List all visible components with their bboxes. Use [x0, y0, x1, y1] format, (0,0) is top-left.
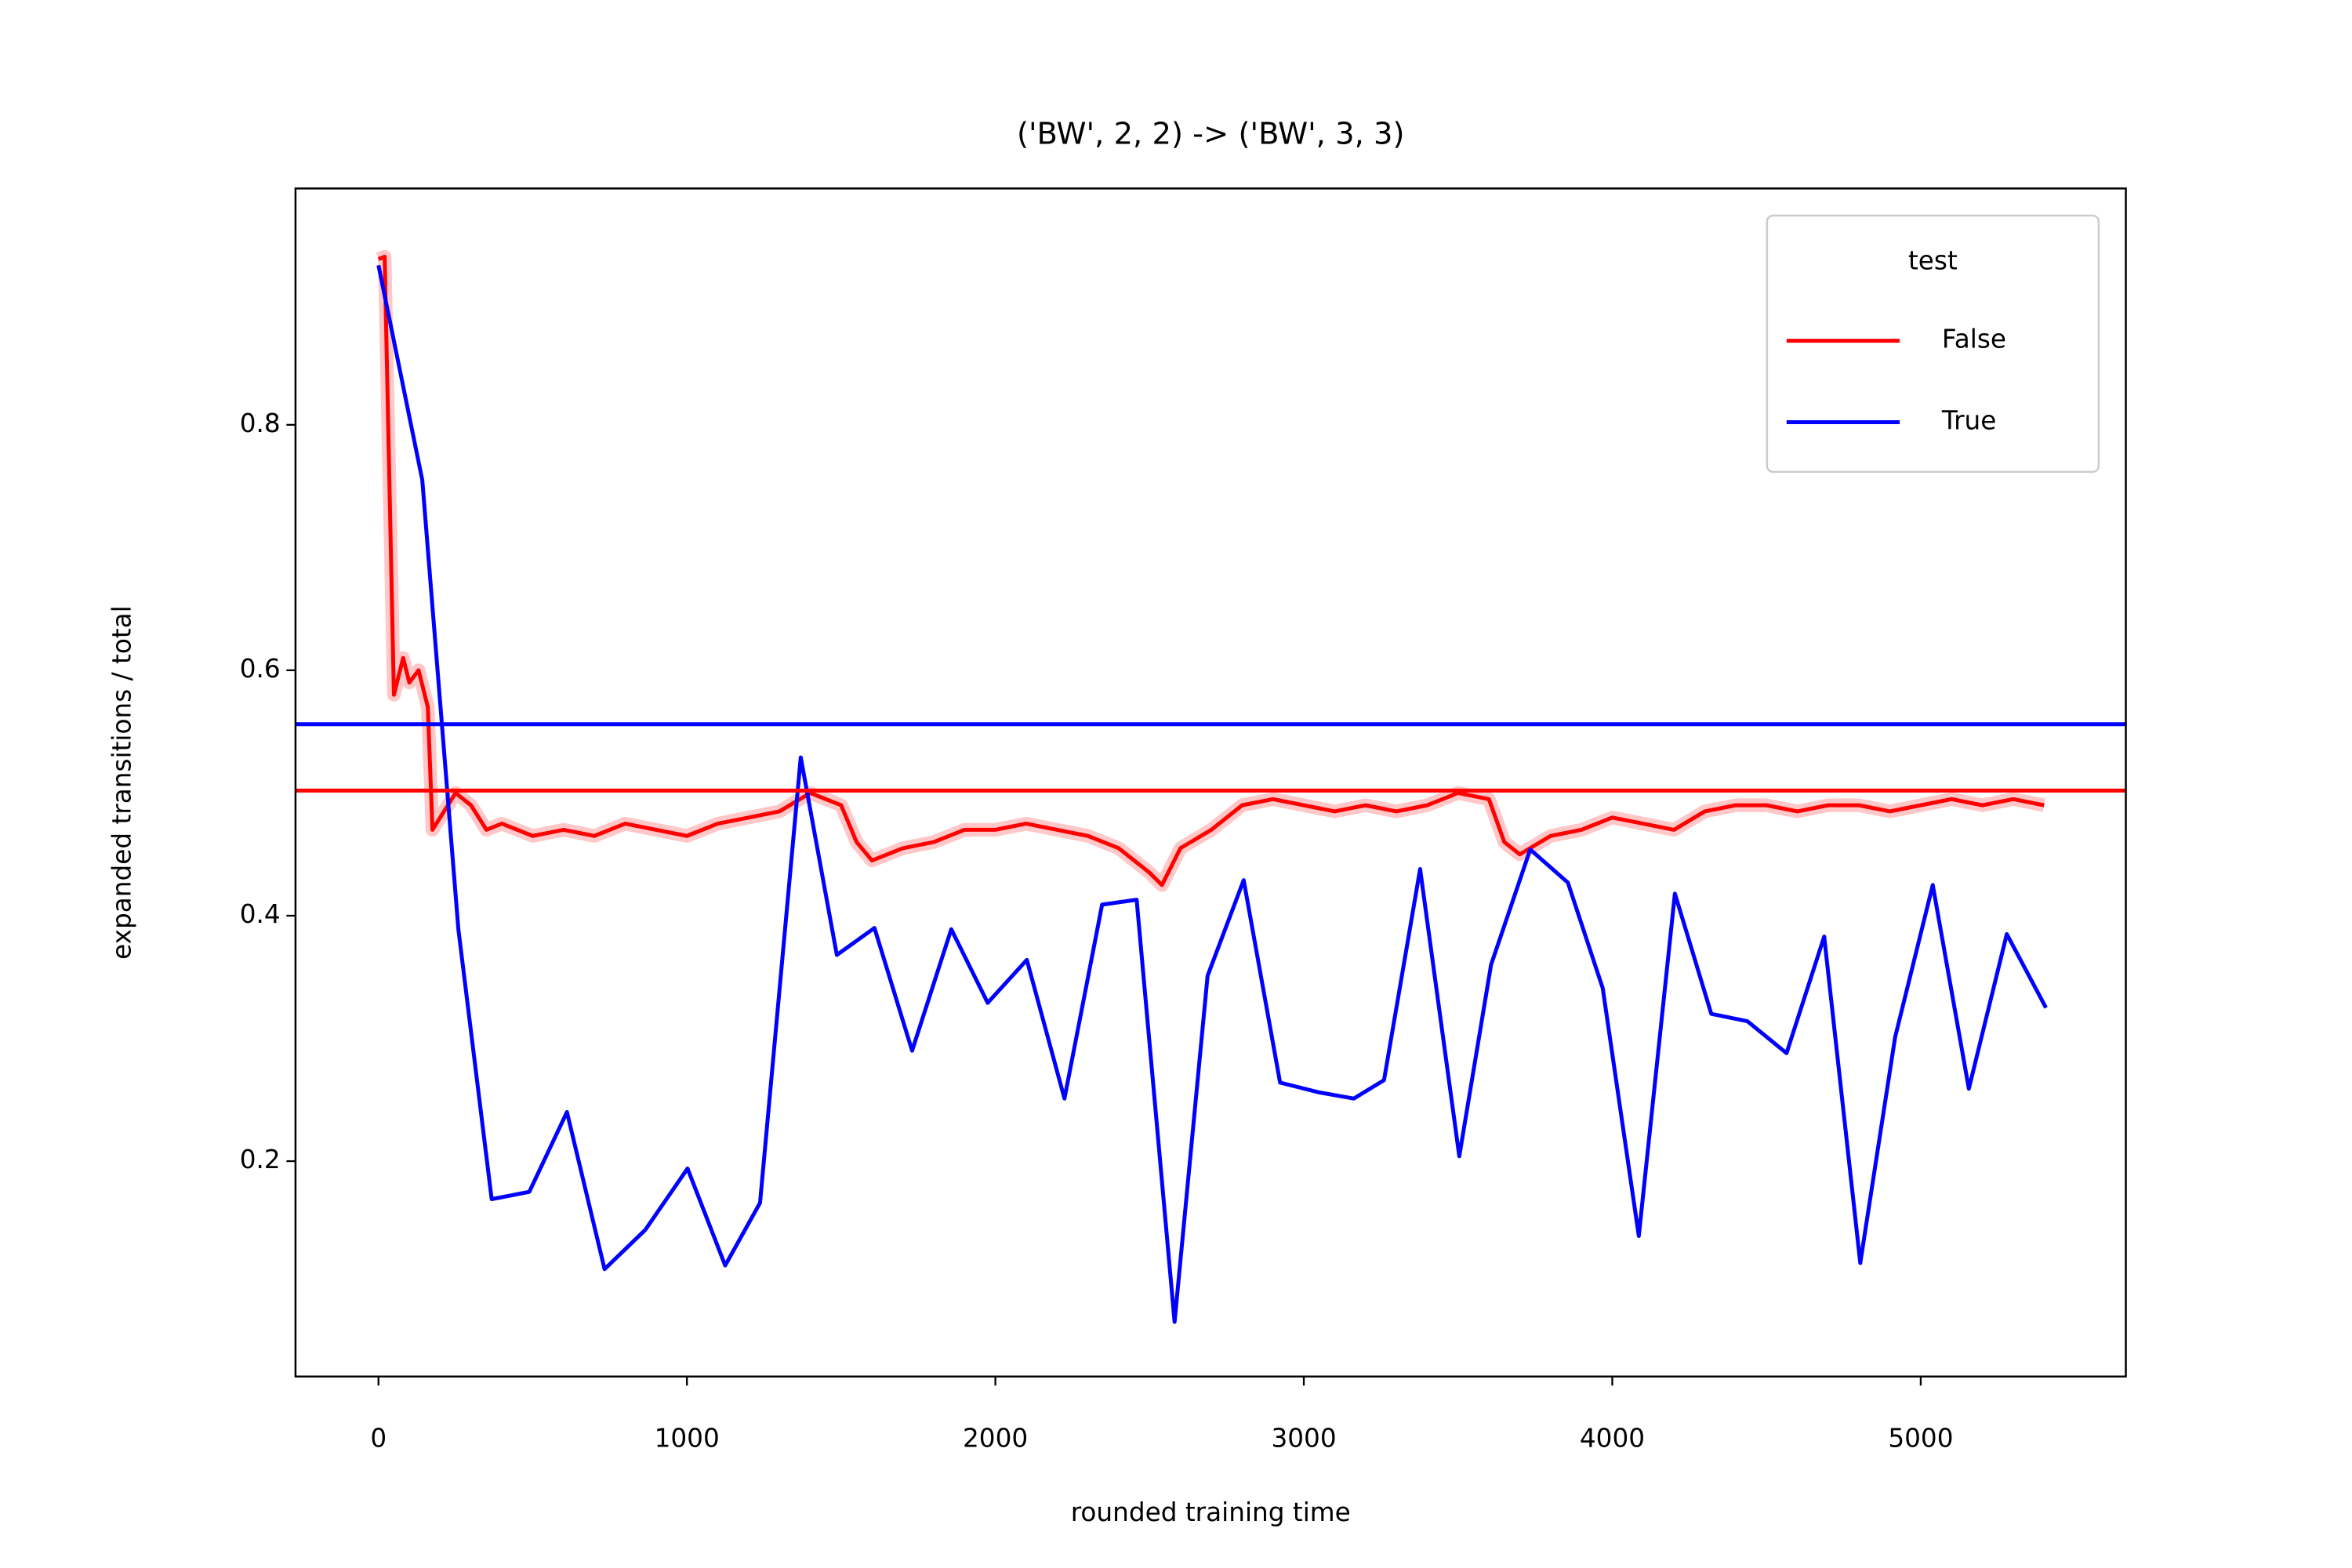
legend-box: [1766, 214, 2100, 474]
x-tick-label: 5000: [1888, 1424, 1953, 1454]
x-tick-label: 0: [370, 1424, 387, 1454]
series-line: [376, 264, 2048, 1324]
plot-area: [295, 249, 2126, 1324]
series-line: [377, 254, 2045, 887]
legend-label: False: [1942, 325, 2006, 354]
y-axis-label: expanded transitions / total: [107, 605, 137, 960]
legend-title: test: [1908, 246, 1958, 276]
y-tick-label: 0.8: [240, 408, 281, 438]
x-tick-label: 1000: [655, 1424, 720, 1454]
legend-label: True: [1941, 405, 1996, 435]
chart-title: ('BW', 2, 2) -> ('BW', 3, 3): [1017, 117, 1405, 152]
x-tick-label: 2000: [963, 1424, 1028, 1454]
y-tick-label: 0.6: [240, 654, 281, 684]
y-tick-label: 0.2: [240, 1145, 281, 1174]
y-tick-label: 0.4: [240, 899, 281, 929]
x-axis-label: rounded training time: [1071, 1497, 1351, 1527]
x-tick-label: 4000: [1580, 1424, 1645, 1454]
x-tick-label: 3000: [1271, 1424, 1336, 1454]
plot-frame: [294, 187, 2127, 1378]
